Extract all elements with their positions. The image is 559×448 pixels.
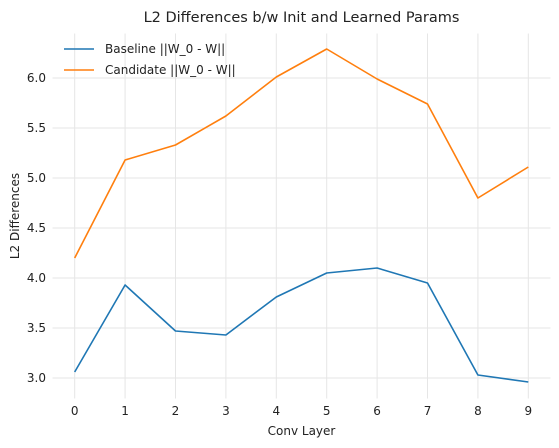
y-tick-label: 4.5 [27, 221, 46, 235]
chart-title: L2 Differences b/w Init and Learned Para… [144, 10, 460, 26]
series-line-candidate [73, 48, 529, 259]
legend: Baseline ||W_0 - W|| Candidate ||W_0 - W|… [64, 42, 236, 77]
y-tick-label: 6.0 [27, 71, 46, 85]
grid [52, 33, 551, 399]
x-tick-label: 5 [323, 404, 331, 418]
x-tick-label: 0 [71, 404, 79, 418]
x-tick-label: 8 [474, 404, 482, 418]
series-line-baseline [73, 267, 529, 383]
plot-background [52, 33, 551, 399]
y-axis-label: L2 Differences [8, 173, 22, 259]
y-tick-label: 5.0 [27, 171, 46, 185]
y-tick-label: 3.5 [27, 321, 46, 335]
axes-frame [51, 32, 552, 400]
x-tick-label: 3 [222, 404, 230, 418]
x-tick-label: 7 [424, 404, 432, 418]
y-tick-label: 3.0 [27, 371, 46, 385]
y-tick-label: 5.5 [27, 121, 46, 135]
y-tick-label: 4.0 [27, 271, 46, 285]
legend-label: Baseline ||W_0 - W|| [105, 42, 225, 56]
plot-border [51, 32, 552, 400]
x-tick-label: 4 [272, 404, 280, 418]
legend-label: Candidate ||W_0 - W|| [105, 63, 236, 77]
x-tick-label: 2 [172, 404, 180, 418]
y-axis-ticks: 3.0 3.5 4.0 4.5 5.0 5.5 6.0 [27, 71, 46, 385]
x-axis-ticks: 0 1 2 3 4 5 6 7 8 9 [71, 404, 532, 418]
x-tick-label: 6 [373, 404, 381, 418]
x-tick-label: 1 [121, 404, 129, 418]
x-axis-label: Conv Layer [268, 424, 336, 438]
series-layer [73, 48, 529, 383]
x-tick-label: 9 [524, 404, 532, 418]
